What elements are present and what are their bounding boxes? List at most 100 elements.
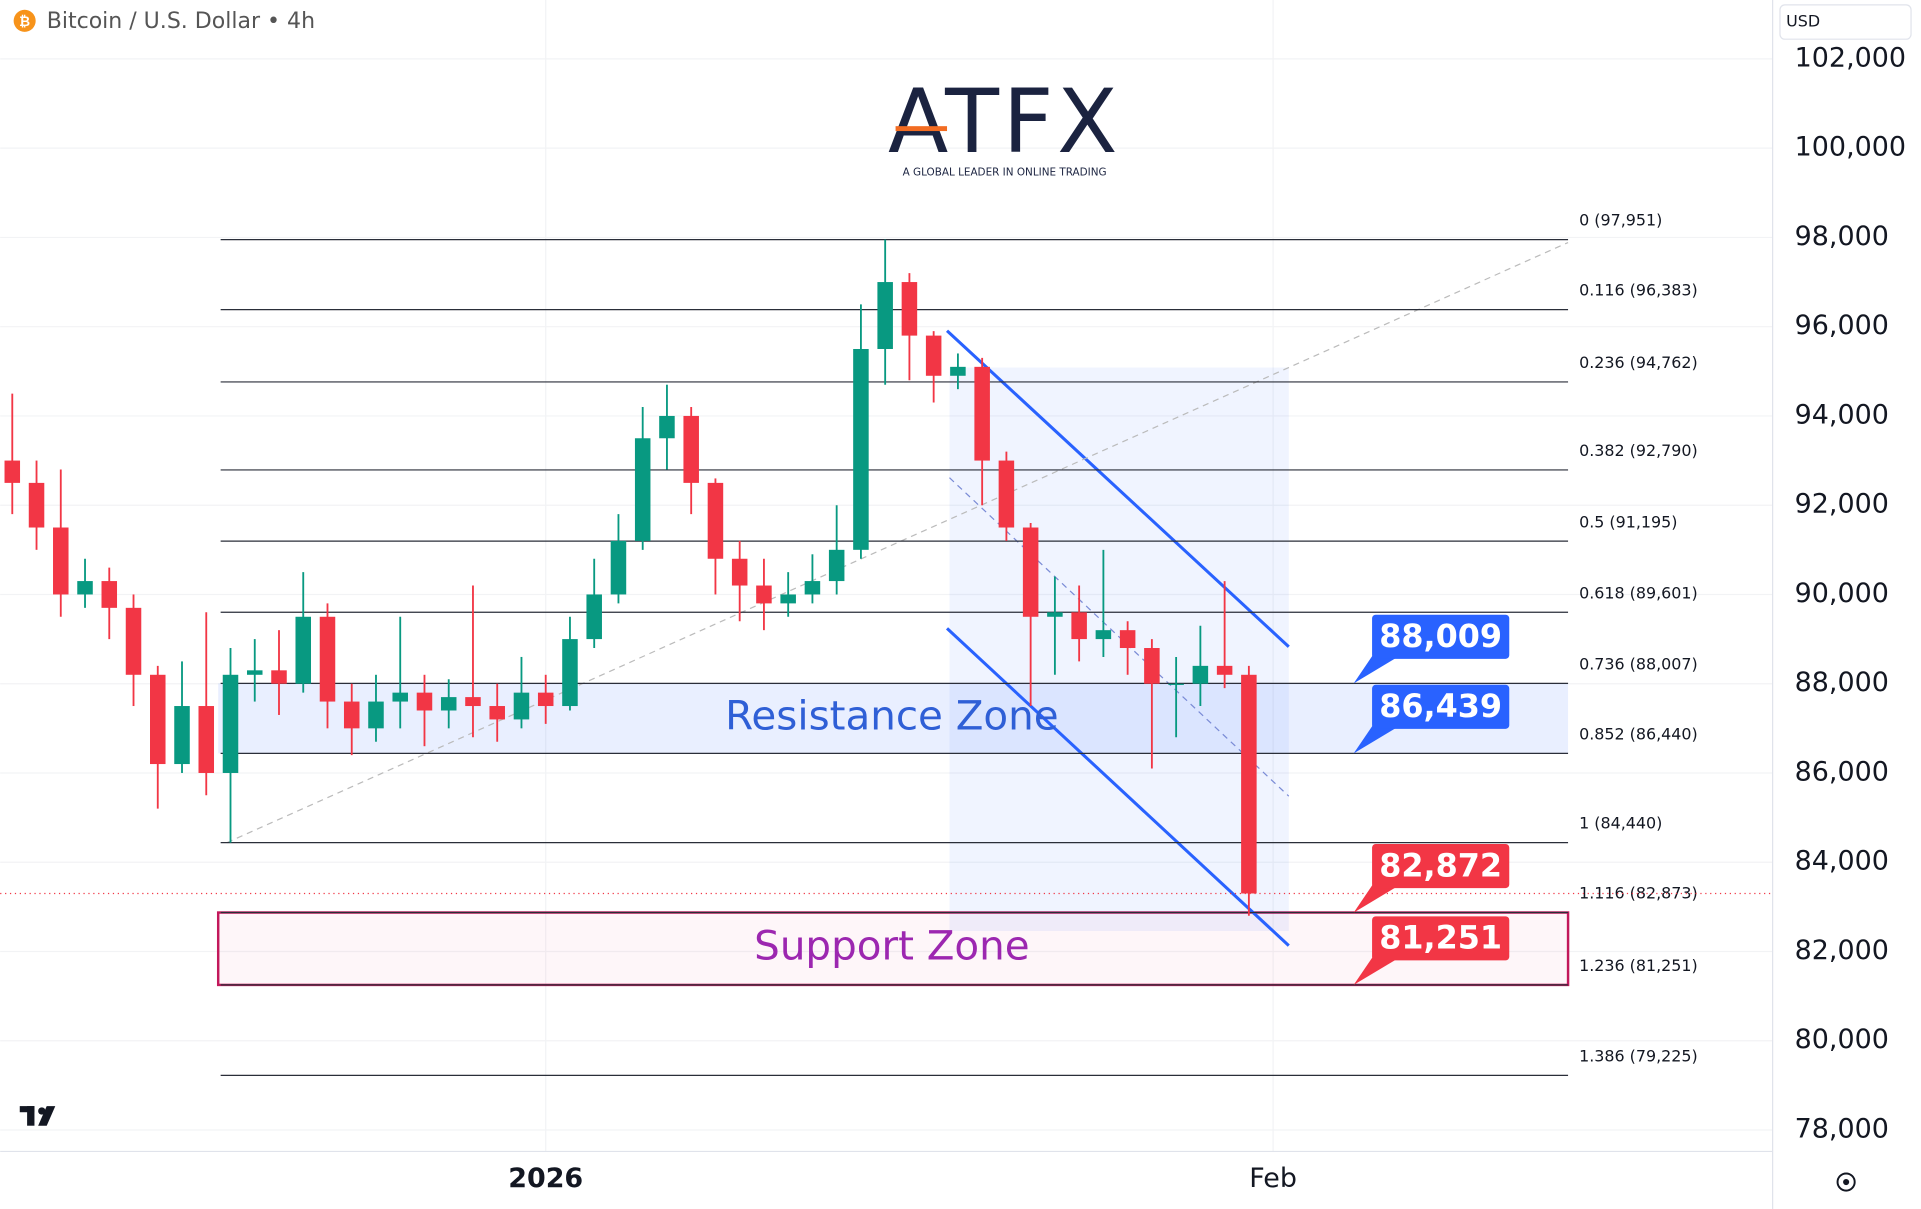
- candle-body: [343, 701, 360, 729]
- zone: [218, 683, 1569, 754]
- settings-button[interactable]: [1836, 1172, 1856, 1192]
- logo-accent: [895, 126, 948, 132]
- channel-fill: [949, 367, 1289, 931]
- logo-tagline: A GLOBAL LEADER IN ONLINE TRADING: [903, 167, 1107, 179]
- candle-body: [586, 594, 602, 640]
- fib-label: 0.116 (96,383): [1579, 281, 1698, 300]
- candle-body: [489, 706, 505, 720]
- y-tick-label: 88,000: [1795, 667, 1889, 698]
- y-tick-label: 98,000: [1795, 221, 1889, 252]
- tv-logo-part: [38, 1106, 56, 1126]
- fib-label: 0.736 (88,007): [1579, 655, 1698, 674]
- candle-body: [659, 415, 675, 439]
- candle-body: [610, 540, 627, 595]
- candle-body: [707, 482, 724, 559]
- price-badge-label: 88,009: [1379, 617, 1502, 655]
- y-tick-label: 90,000: [1795, 578, 1889, 609]
- candle-body: [634, 438, 651, 541]
- candle-body: [28, 482, 45, 528]
- zone-label: Resistance Zone: [725, 691, 1058, 739]
- candle-body: [901, 282, 918, 336]
- x-tick-label: 2026: [508, 1163, 583, 1194]
- tv-logo-part: [27, 1106, 35, 1126]
- price-badge-label: 81,251: [1379, 919, 1502, 957]
- bitcoin-icon: [13, 9, 36, 32]
- candle-body: [4, 460, 21, 483]
- candle-body: [756, 585, 772, 604]
- price-badge-label: 82,872: [1379, 846, 1502, 884]
- settings-button-dot[interactable]: [1843, 1178, 1850, 1186]
- candle-body: [950, 366, 966, 376]
- x-tick-label: Feb: [1249, 1163, 1297, 1194]
- candle-body: [222, 674, 239, 773]
- channel: [945, 329, 1290, 947]
- candle-body: [853, 348, 869, 550]
- candle-body: [780, 594, 796, 604]
- fib-label: 0.5 (91,195): [1579, 512, 1677, 531]
- candle-body: [1216, 665, 1233, 675]
- candle-body: [246, 670, 263, 675]
- candle-body: [1119, 630, 1136, 649]
- candle-body: [1071, 612, 1087, 640]
- candle-body: [174, 706, 190, 765]
- candle-body: [1022, 527, 1039, 617]
- candle-body: [77, 581, 93, 595]
- candles-layer: [0, 239, 1773, 916]
- y-tick-label: 100,000: [1795, 132, 1906, 163]
- candle-body: [974, 366, 990, 461]
- candle-body: [465, 697, 481, 707]
- candle-body: [198, 706, 215, 773]
- candle-body: [828, 549, 845, 582]
- labels-layer: Resistance Zone Support Zone 88,009 86,439 8…: [725, 614, 1510, 985]
- fib-label: 1.386 (79,225): [1579, 1046, 1698, 1065]
- currency-select[interactable]: [1779, 4, 1912, 40]
- symbol-title: Bitcoin / U.S. Dollar • 4h: [47, 9, 315, 34]
- fib-label: 0 (97,951): [1579, 211, 1662, 230]
- candle-body: [53, 527, 69, 595]
- fib-label: 0.618 (89,601): [1579, 583, 1698, 602]
- candle-body: [537, 692, 554, 707]
- bitcoin-icon-glyph: ₿: [19, 14, 30, 30]
- candle-body: [925, 335, 942, 376]
- candle-body: [1192, 665, 1209, 684]
- candle-body: [731, 558, 748, 586]
- candle-body: [125, 607, 142, 675]
- price-badge: [1372, 614, 1510, 659]
- candle-body: [513, 692, 530, 720]
- candle-body: [1168, 683, 1184, 685]
- y-tick-label: 78,000: [1795, 1114, 1889, 1145]
- candle-body: [562, 639, 578, 707]
- trend-line: [226, 241, 1569, 844]
- candle-body: [368, 701, 384, 729]
- y-tick-label: 102,000: [1795, 42, 1906, 73]
- y-tick-label: 82,000: [1795, 935, 1889, 966]
- price-badge: [1372, 916, 1510, 961]
- candle-body: [271, 670, 287, 684]
- candle-body: [150, 674, 166, 765]
- y-tick-label: 84,000: [1795, 846, 1889, 877]
- fib-layer: 0 (97,951) 0.116 (96,383) 0.236 (94,762) 0.…: [220, 211, 1698, 1076]
- candle-body: [319, 616, 336, 702]
- price-badge: [1372, 843, 1510, 889]
- price-badge-label: 86,439: [1379, 687, 1502, 725]
- price-badge: [1372, 684, 1510, 729]
- currency-label[interactable]: USD: [1786, 12, 1820, 31]
- y-tick-label: 94,000: [1795, 399, 1889, 430]
- candle-body: [440, 697, 457, 711]
- candle-body: [101, 581, 118, 608]
- tv-logo-part: [38, 1107, 46, 1115]
- logo-name: ATFX: [888, 70, 1121, 173]
- y-tick-label: 92,000: [1795, 489, 1889, 520]
- fib-label: 1.236 (81,251): [1579, 956, 1698, 975]
- candle-body: [392, 692, 408, 702]
- candle-body: [1241, 674, 1257, 894]
- fib-label: 0.382 (92,790): [1579, 441, 1698, 460]
- candle-body: [877, 282, 893, 349]
- y-tick-label: 86,000: [1795, 756, 1889, 787]
- candle-body: [683, 415, 699, 483]
- candle-body: [1047, 612, 1063, 617]
- fib-label: 0.852 (86,440): [1579, 724, 1698, 743]
- tv-logo: [19, 1106, 56, 1126]
